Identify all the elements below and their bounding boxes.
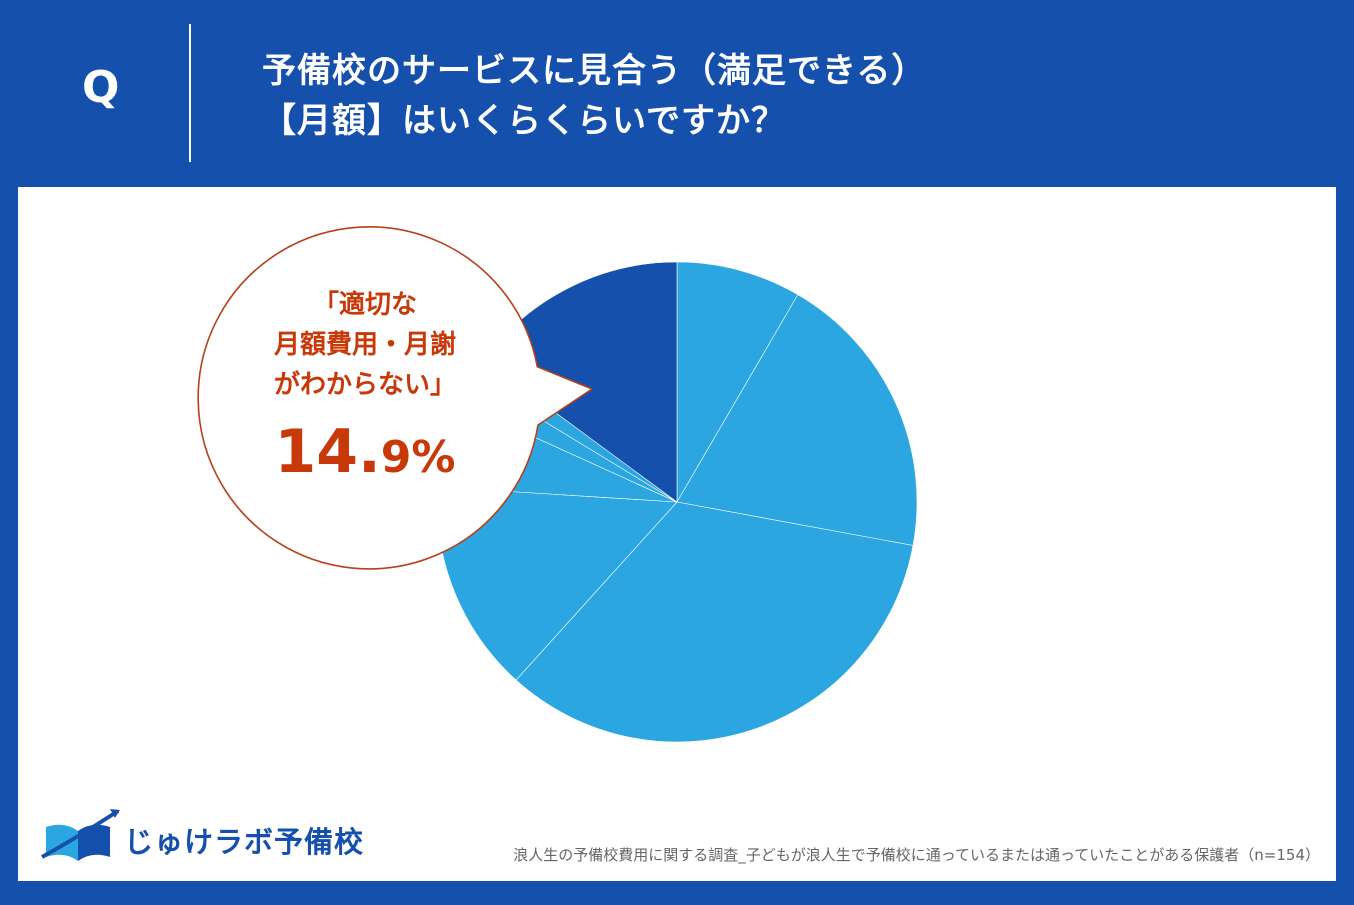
callout-percent-sign: % (411, 432, 455, 483)
question-line-1: 予備校のサービスに見合う（満足できる） (262, 51, 927, 91)
header-divider (189, 24, 191, 162)
pie-slice-1 (676, 261, 799, 504)
callout-line-1: 「適切な (313, 289, 417, 320)
chart-panel: 「適切な 月額費用・月謝 がわからない」 14.9% じゅけラボ予備校 浪人生の… (18, 187, 1336, 881)
question-title: 予備校のサービスに見合う（満足できる） 【月額】はいくらくらいですか？ (262, 46, 926, 146)
callout-line-2: 月額費用・月謝 (273, 329, 456, 360)
book-logo-icon (41, 809, 120, 861)
pie-slice-2 (676, 294, 918, 546)
source-note: 浪人生の予備校費用に関する調査_子どもが浪人生で予備校に通っているまたは通ってい… (513, 846, 1320, 864)
callout-percent-number: 14. (274, 417, 380, 487)
logo-text: じゅけラボ予備校 (124, 825, 365, 859)
header-bar: Q 予備校のサービスに見合う（満足できる） 【月額】はいくらくらいですか？ (0, 0, 1354, 187)
callout-percent: 14.9% (274, 417, 455, 487)
q-label: Q (82, 62, 120, 113)
pie-slice-3 (515, 501, 914, 743)
question-line-2: 【月額】はいくらくらいですか？ (262, 101, 786, 141)
brand-logo: じゅけラボ予備校 (40, 807, 363, 867)
callout-line-3: がわからない」 (274, 369, 456, 400)
callout-bubble-shape (197, 226, 593, 570)
callout-bubble: 「適切な 月額費用・月謝 がわからない」 14.9% (197, 226, 593, 570)
callout-percent-decimal: 9 (381, 432, 412, 483)
pie-chart: 「適切な 月額費用・月謝 がわからない」 14.9% (197, 226, 918, 743)
